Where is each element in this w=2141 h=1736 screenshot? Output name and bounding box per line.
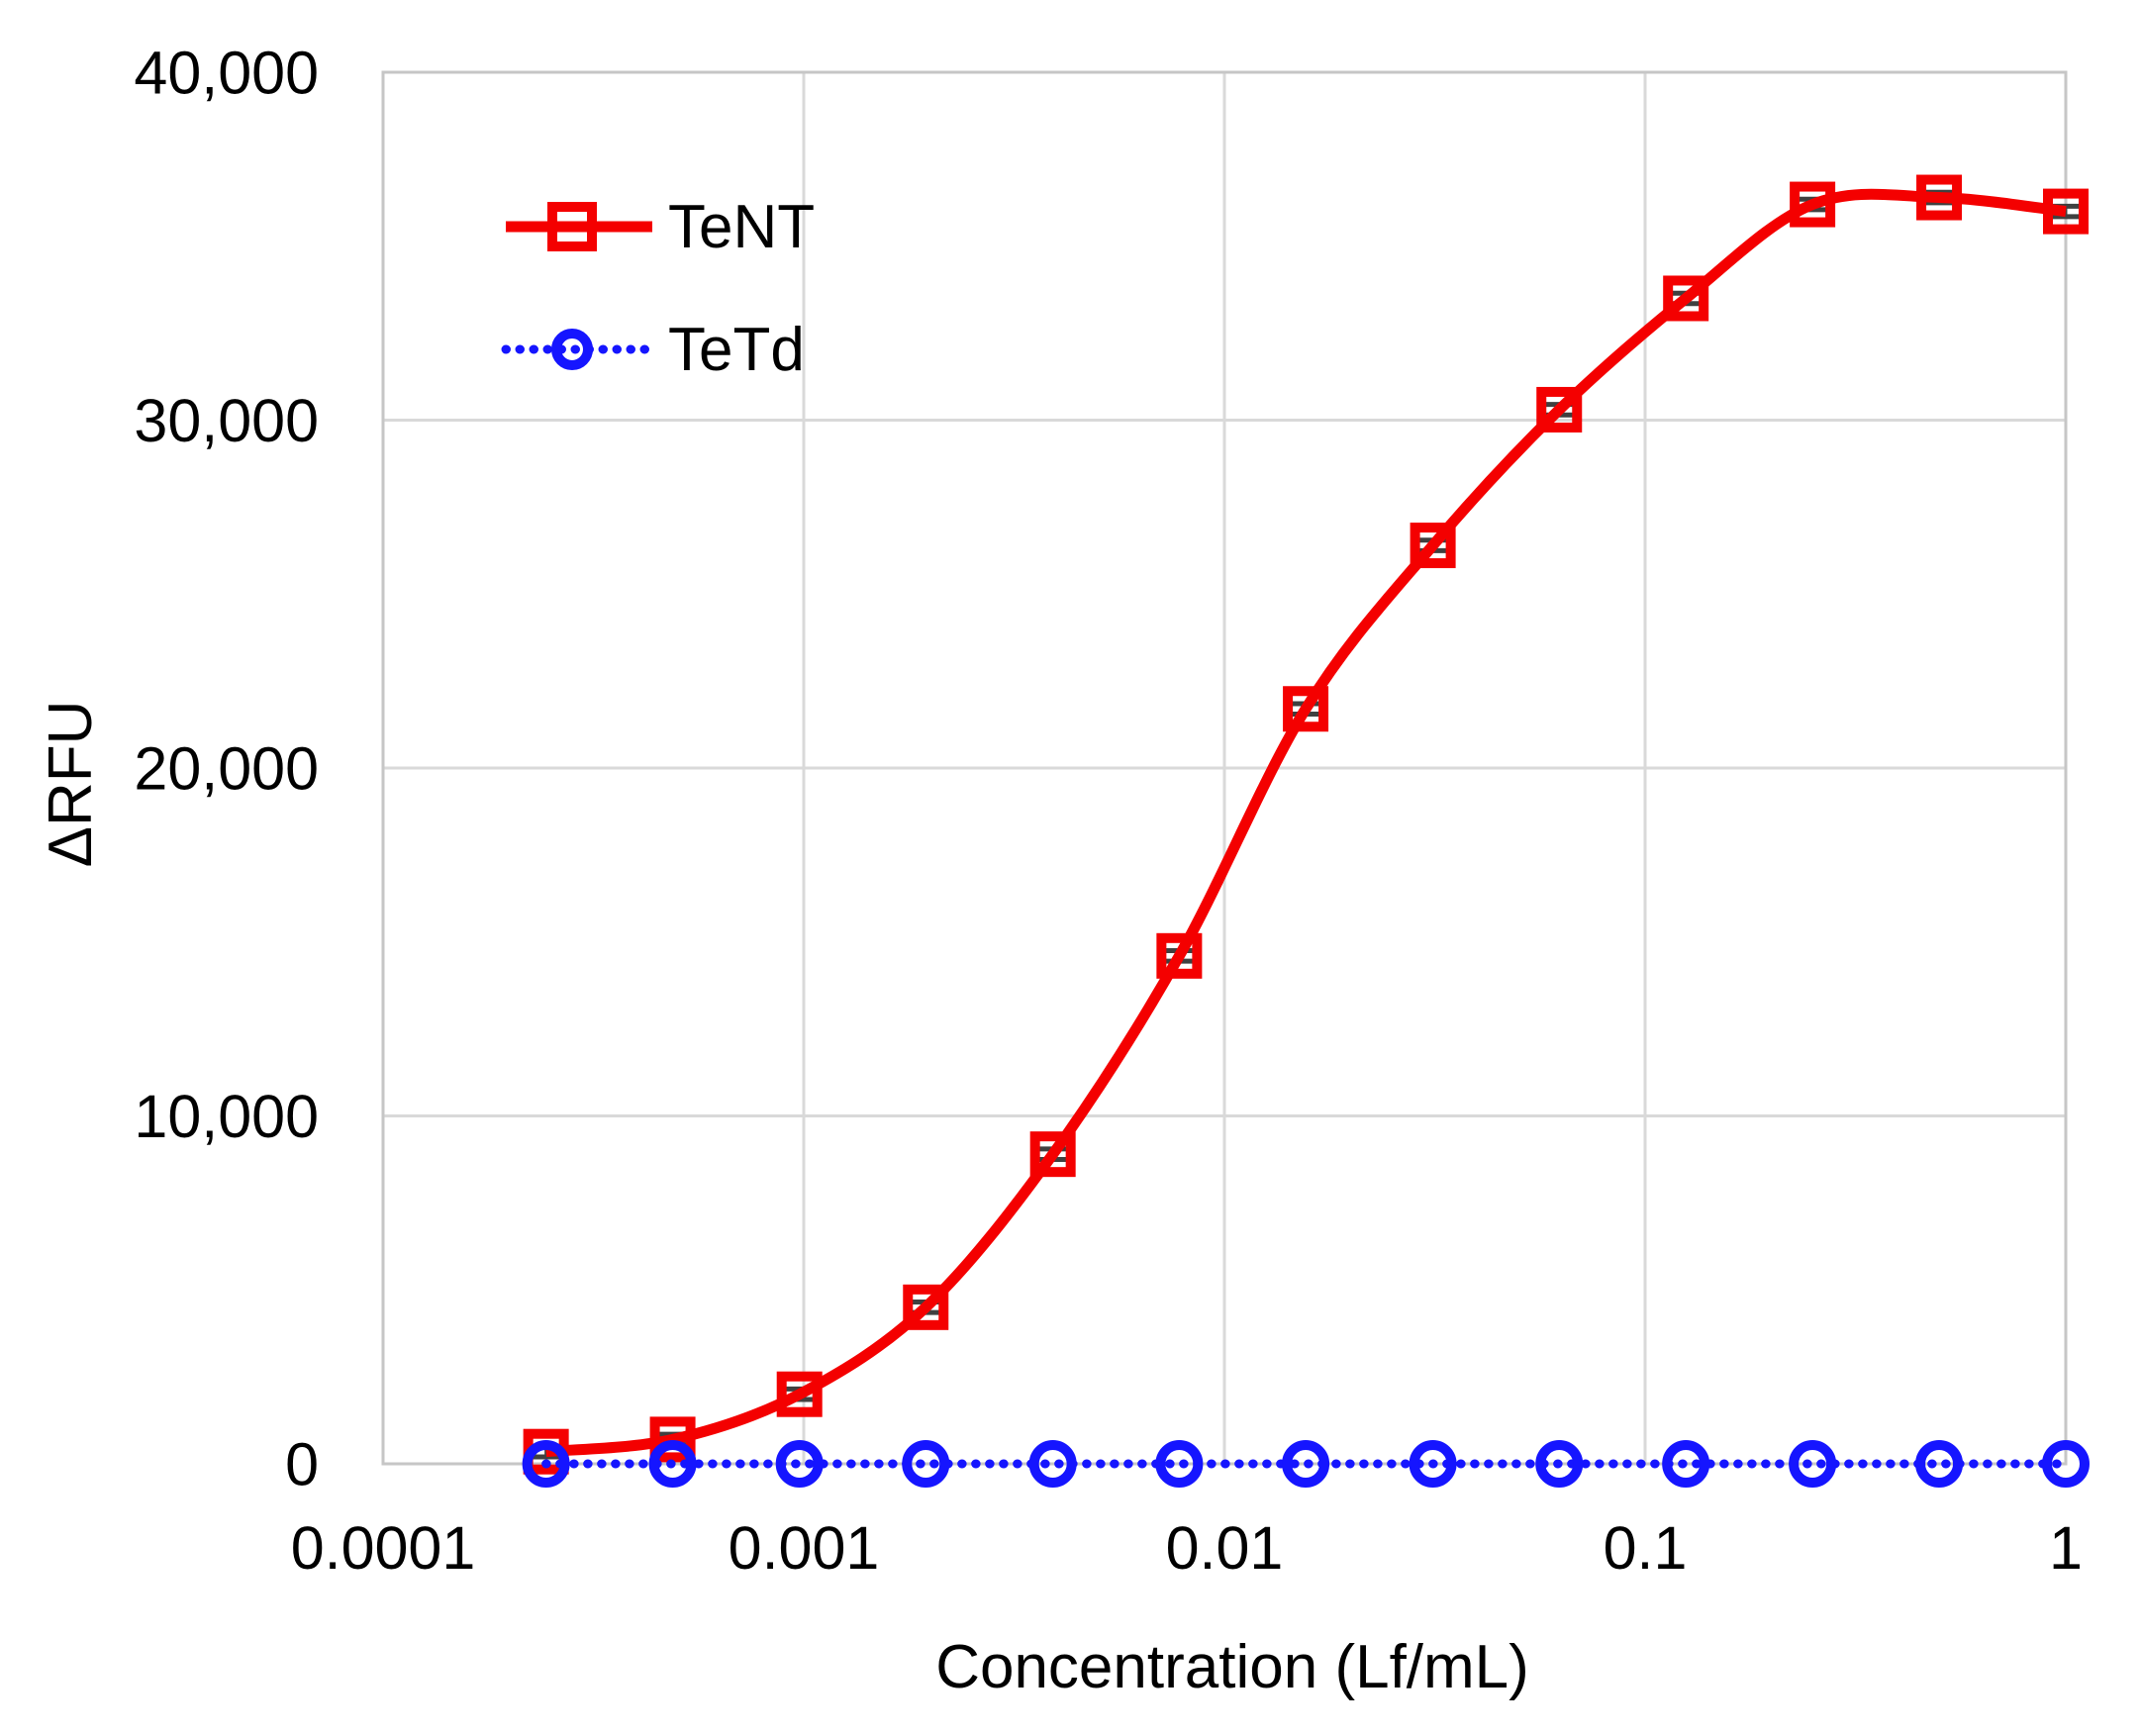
x-tick-label: 0.0001 xyxy=(291,1514,476,1582)
tetd-data-point-marker xyxy=(2042,1440,2090,1488)
tent-legend-square-marker-icon xyxy=(547,202,597,251)
tetd-data-point-marker xyxy=(902,1440,950,1488)
tent-data-point-marker xyxy=(1410,523,1456,569)
tetd-data-point-marker xyxy=(1789,1440,1837,1488)
y-tick-label: 0 xyxy=(285,1430,319,1497)
tent-data-point-marker xyxy=(1790,181,1836,228)
tetd-data-point-marker xyxy=(1409,1440,1457,1488)
legend-label-tetd: TeTd xyxy=(668,315,805,384)
tetd-data-point-marker xyxy=(1282,1440,1330,1488)
legend-item-tetd: TeTd xyxy=(500,289,815,410)
tent-data-point-marker xyxy=(1916,174,1963,221)
tetd-data-point-marker xyxy=(775,1440,824,1488)
legend-label-tent: TeNT xyxy=(668,192,816,261)
tetd-data-point-marker xyxy=(1662,1440,1710,1488)
tetd-data-point-marker xyxy=(1915,1440,1964,1488)
tent-legend-line-marker-icon xyxy=(506,202,652,251)
tent-data-point-marker xyxy=(1663,275,1709,322)
tent-data-point-marker xyxy=(1029,1131,1076,1178)
x-tick-label: 0.01 xyxy=(1166,1514,1284,1582)
y-axis-title: ΔRFU xyxy=(37,700,105,868)
tetd-data-point-marker xyxy=(1155,1440,1204,1488)
x-tick-label: 0.1 xyxy=(1604,1514,1688,1582)
tetd-legend-circle-marker-icon xyxy=(551,329,593,370)
tetd-legend-line-marker-icon xyxy=(501,329,657,370)
y-tick-label: 30,000 xyxy=(134,387,319,454)
tetd-data-point-marker xyxy=(648,1440,697,1488)
tent-data-point-marker xyxy=(1536,386,1583,433)
tent-data-point-marker xyxy=(1156,932,1203,979)
tent-data-point-marker xyxy=(649,1416,696,1463)
legend: TeNT TeTd xyxy=(500,166,815,410)
y-tick-label: 10,000 xyxy=(134,1083,319,1150)
tent-data-point-marker xyxy=(1283,686,1329,732)
legend-item-tent: TeNT xyxy=(500,166,815,287)
y-tick-label: 40,000 xyxy=(134,39,319,106)
tent-data-point-marker xyxy=(2043,188,2089,235)
tetd-data-point-marker xyxy=(522,1440,570,1488)
x-tick-label: 0.001 xyxy=(729,1514,880,1582)
tent-data-point-marker xyxy=(776,1371,823,1417)
y-tick-label: 20,000 xyxy=(134,734,319,802)
tetd-data-point-marker xyxy=(1535,1440,1584,1488)
tent-data-point-marker xyxy=(903,1284,949,1330)
x-axis-title: Concentration (Lf/mL) xyxy=(935,1633,1529,1701)
tetd-data-point-marker xyxy=(1028,1440,1077,1488)
x-tick-label: 1 xyxy=(2049,1514,2083,1582)
